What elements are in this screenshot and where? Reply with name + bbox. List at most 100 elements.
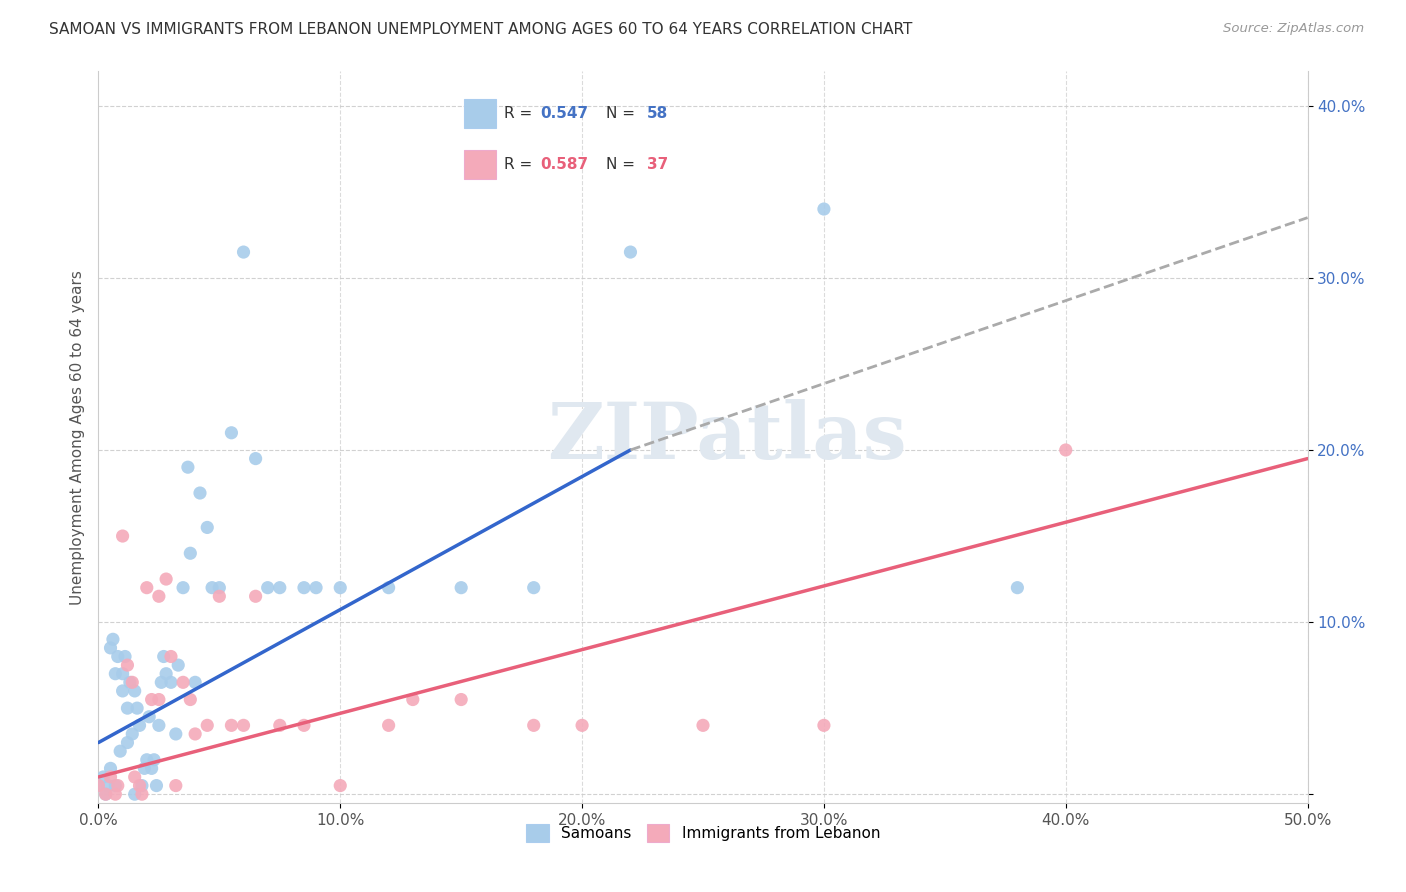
Point (292, 581, 315, 595)
Point (124, 684, 146, 698)
Point (124, 770, 146, 784)
Point (117, 701, 139, 715)
Text: ZIPatlas: ZIPatlas (547, 399, 907, 475)
Point (221, 718, 243, 732)
Point (141, 761, 163, 775)
Point (100, 770, 122, 784)
Point (450, 581, 472, 595)
Point (97, 779, 120, 793)
Point (104, 666, 127, 681)
Point (148, 589, 170, 603)
Point (232, 718, 254, 732)
Point (152, 649, 174, 664)
Point (150, 675, 173, 690)
Point (128, 779, 150, 793)
Point (208, 581, 231, 595)
Point (101, 632, 124, 647)
Point (107, 779, 129, 793)
Point (402, 692, 425, 706)
Point (138, 710, 160, 724)
Point (172, 675, 194, 690)
Point (167, 658, 190, 673)
Point (179, 546, 201, 560)
Point (100, 761, 122, 775)
Point (329, 779, 352, 793)
Point (256, 581, 278, 595)
Point (245, 589, 267, 603)
Point (188, 486, 211, 500)
Point (329, 581, 352, 595)
Text: Source: ZipAtlas.com: Source: ZipAtlas.com (1223, 22, 1364, 36)
Point (111, 529, 134, 543)
Point (131, 779, 153, 793)
Point (269, 718, 291, 732)
Point (377, 718, 399, 732)
Point (117, 735, 139, 749)
Point (141, 692, 163, 706)
Point (143, 753, 166, 767)
Point (177, 460, 200, 475)
Point (127, 701, 149, 715)
Point (108, 744, 131, 758)
Point (221, 425, 243, 440)
Point (148, 692, 170, 706)
Point (450, 692, 472, 706)
Point (1054, 442, 1077, 457)
Point (232, 245, 254, 260)
Point (111, 684, 134, 698)
Point (269, 581, 291, 595)
Point (111, 666, 134, 681)
Point (172, 581, 194, 595)
Point (145, 779, 167, 793)
Point (377, 581, 399, 595)
Point (165, 779, 187, 793)
Point (104, 779, 127, 793)
Point (619, 245, 641, 260)
Point (135, 753, 157, 767)
Point (571, 718, 593, 732)
Point (155, 572, 177, 586)
Point (121, 675, 143, 690)
Point (148, 718, 170, 732)
Point (184, 675, 207, 690)
Point (160, 649, 183, 664)
Y-axis label: Unemployment Among Ages 60 to 64 years: Unemployment Among Ages 60 to 64 years (69, 269, 84, 605)
Point (813, 202, 835, 216)
Point (195, 718, 218, 732)
Point (179, 692, 201, 706)
Point (121, 727, 143, 741)
Point (117, 658, 139, 673)
Point (107, 649, 129, 664)
Legend: Samoans, Immigrants from Lebanon: Samoans, Immigrants from Lebanon (519, 816, 887, 850)
Point (813, 718, 835, 732)
Point (134, 761, 156, 775)
Point (208, 589, 231, 603)
Point (135, 581, 157, 595)
Point (124, 787, 146, 801)
Point (305, 581, 328, 595)
Point (523, 718, 546, 732)
Point (195, 520, 218, 534)
Point (104, 787, 127, 801)
Text: SAMOAN VS IMMIGRANTS FROM LEBANON UNEMPLOYMENT AMONG AGES 60 TO 64 YEARS CORRELA: SAMOAN VS IMMIGRANTS FROM LEBANON UNEMPL… (49, 22, 912, 37)
Point (201, 581, 224, 595)
Point (292, 718, 315, 732)
Point (100, 640, 122, 655)
Point (131, 787, 153, 801)
Point (155, 666, 177, 681)
Point (87, 779, 110, 793)
Point (91, 770, 114, 784)
Point (184, 727, 207, 741)
Point (692, 718, 714, 732)
Point (1007, 581, 1029, 595)
Point (114, 649, 136, 664)
Point (87, 779, 110, 793)
Point (118, 675, 141, 690)
Point (94, 787, 117, 801)
Point (245, 451, 267, 466)
Point (523, 581, 546, 595)
Point (128, 718, 150, 732)
Point (94, 787, 117, 801)
Point (160, 675, 183, 690)
Point (165, 727, 187, 741)
